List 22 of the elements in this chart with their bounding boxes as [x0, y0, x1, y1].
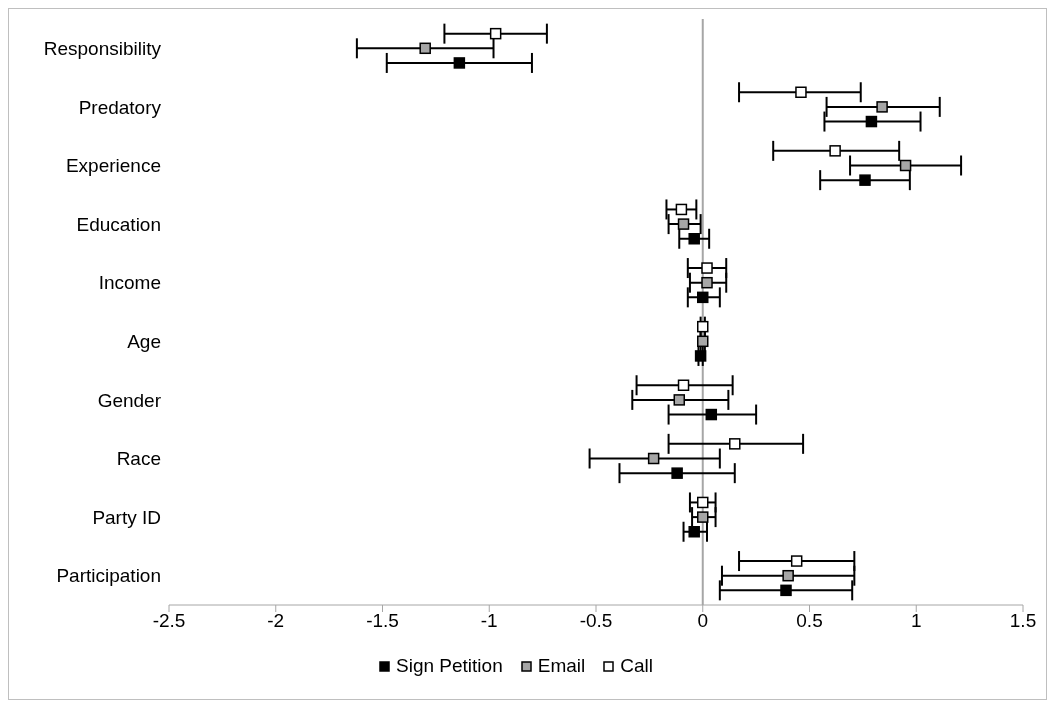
y-tick-label: Party ID	[92, 506, 161, 528]
legend-label: Call	[619, 655, 653, 677]
y-tick-label: Income	[98, 272, 161, 294]
x-tick-label: -2	[267, 610, 285, 632]
y-tick-label: Experience	[65, 155, 161, 177]
x-tick-label: -1	[480, 610, 498, 632]
y-tick-label: Responsibility	[43, 38, 162, 60]
y-tick-label: Participation	[56, 565, 161, 587]
x-tick-label: -1.5	[366, 610, 399, 632]
x-tick-label: -2.5	[152, 610, 186, 632]
legend-label: Sign Petition	[395, 655, 503, 677]
x-tick-label: 0.5	[796, 610, 823, 632]
y-tick-label: Gender	[97, 389, 162, 411]
x-tick-label: 0	[697, 610, 709, 632]
y-tick-label: Age	[127, 331, 161, 353]
y-tick-label: Education	[76, 213, 161, 235]
y-tick-label: Predatory	[78, 96, 162, 118]
legend-label: Email	[536, 655, 586, 677]
x-tick-label: 1.5	[1009, 610, 1037, 632]
y-tick-label: Race	[116, 448, 161, 470]
x-tick-label: -0.5	[579, 610, 613, 632]
x-tick-label: 1	[910, 610, 922, 632]
